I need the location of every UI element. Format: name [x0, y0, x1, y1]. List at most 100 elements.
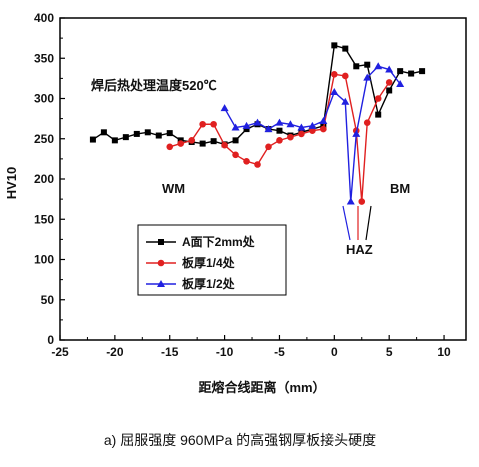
data-point: [286, 120, 295, 128]
data-point: [157, 280, 165, 287]
data-point: [331, 71, 338, 78]
data-point: [220, 104, 229, 112]
data-point: [408, 70, 415, 77]
data-point: [419, 68, 426, 75]
data-point: [385, 65, 394, 73]
data-point: [264, 125, 273, 133]
data-point: [265, 143, 272, 151]
data-point: [155, 132, 162, 139]
y-tick-label: 400: [34, 11, 54, 25]
data-point: [188, 137, 195, 144]
data-point: [133, 130, 140, 137]
x-axis-title: 距熔合线距离（mm）: [198, 380, 325, 395]
series-3: [220, 62, 405, 205]
series-line: [169, 73, 390, 202]
data-point: [386, 87, 393, 94]
data-point: [210, 120, 217, 128]
x-tick-label: 5: [386, 345, 393, 359]
y-tick-label: 350: [34, 51, 54, 65]
data-point: [309, 127, 316, 134]
data-point: [254, 161, 261, 168]
x-tick-label: 0: [331, 345, 338, 359]
wm-label: WM: [162, 181, 185, 196]
series-2: [166, 71, 393, 205]
data-point: [341, 72, 349, 80]
x-tick-label: -20: [106, 345, 124, 359]
haz-label: HAZ: [346, 242, 373, 257]
data-point: [276, 137, 283, 144]
data-point: [276, 127, 283, 134]
y-tick-label: 50: [41, 293, 55, 307]
data-point: [232, 137, 239, 144]
data-point: [352, 129, 361, 137]
data-point: [221, 141, 228, 149]
data-point: [330, 88, 339, 96]
y-tick-label: 300: [34, 92, 54, 106]
data-point: [243, 126, 250, 133]
data-point: [157, 259, 165, 267]
data-point: [319, 117, 328, 125]
data-point: [374, 95, 382, 102]
data-point: [375, 111, 382, 118]
data-point: [353, 63, 360, 70]
y-tick-label: 0: [47, 333, 54, 347]
data-point: [122, 134, 129, 141]
y-axis-title: HV10: [4, 167, 19, 200]
data-point: [144, 129, 151, 136]
y-tick-label: 100: [34, 253, 54, 267]
data-point: [320, 125, 327, 133]
data-point: [243, 157, 250, 165]
legend-label: A面下2mm处: [182, 234, 256, 249]
x-tick-label: -15: [161, 345, 179, 359]
x-tick-label: -10: [216, 345, 234, 359]
figure-caption: a) 屈服强度 960MPa 的高强钢厚板接头硬度: [104, 432, 376, 448]
x-tick-label: -5: [274, 345, 285, 359]
data-point: [363, 119, 371, 126]
bm-label: BM: [390, 181, 410, 196]
data-point: [287, 133, 294, 141]
data-point: [364, 61, 371, 68]
haz-arrow-left: [342, 205, 351, 241]
data-point: [298, 130, 305, 138]
data-point: [177, 140, 185, 147]
data-point: [242, 121, 251, 129]
data-point: [89, 136, 96, 143]
data-point: [166, 143, 174, 151]
data-point: [358, 198, 366, 205]
data-point: [166, 130, 173, 137]
data-point: [341, 97, 350, 105]
haz-arrow-right: [365, 205, 372, 241]
data-point: [232, 151, 239, 159]
data-point: [342, 45, 349, 52]
data-point: [374, 62, 383, 70]
data-point: [158, 239, 164, 245]
data-point: [231, 123, 240, 131]
y-tick-label: 250: [34, 132, 54, 146]
data-point: [385, 79, 393, 86]
data-point: [363, 73, 372, 81]
data-point: [275, 118, 284, 126]
data-point: [308, 121, 317, 129]
data-point: [199, 140, 206, 147]
data-point: [111, 137, 118, 144]
heat-treatment-annotation: 焊后热处理温度520℃: [91, 78, 217, 93]
data-point: [346, 197, 355, 205]
data-point: [199, 120, 206, 128]
y-tick-label: 200: [34, 172, 54, 186]
data-point: [297, 123, 306, 131]
x-tick-label: 10: [437, 345, 451, 359]
series-line: [92, 44, 423, 146]
legend-label: 板厚1/2处: [182, 276, 236, 291]
data-point: [210, 138, 217, 145]
data-point: [253, 118, 262, 126]
data-point: [397, 68, 404, 75]
legend-label: 板厚1/4处: [182, 255, 236, 270]
y-tick-label: 150: [34, 212, 54, 226]
x-tick-label: -25: [51, 345, 69, 359]
data-point: [100, 129, 107, 136]
data-point: [396, 80, 405, 88]
series-1: [89, 42, 426, 148]
data-point: [331, 42, 338, 49]
